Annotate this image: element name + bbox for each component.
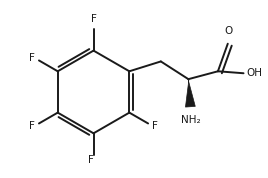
Text: F: F (91, 14, 96, 24)
Text: NH₂: NH₂ (181, 115, 200, 125)
Text: F: F (152, 121, 158, 131)
Text: F: F (88, 155, 94, 165)
Text: O: O (225, 26, 233, 36)
Polygon shape (185, 79, 195, 107)
Text: F: F (29, 121, 35, 131)
Text: F: F (29, 53, 35, 63)
Text: OH: OH (247, 68, 262, 78)
